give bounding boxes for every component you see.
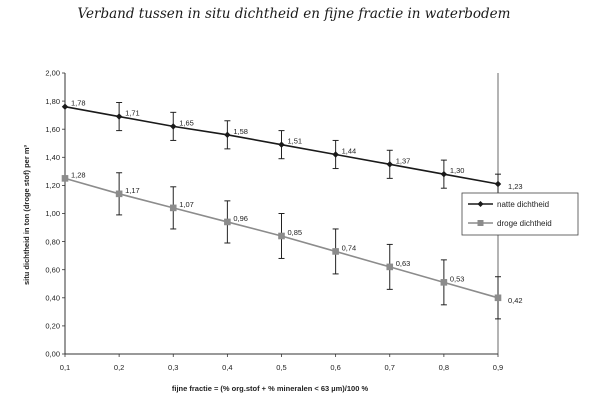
legend-label: droge dichtheid xyxy=(497,219,552,228)
data-point xyxy=(224,131,231,139)
y-tick-label: 0,80 xyxy=(45,237,60,246)
data-label: 1,71 xyxy=(125,109,140,118)
data-label: 1,44 xyxy=(342,146,357,155)
y-tick-label: 0,00 xyxy=(45,350,60,359)
data-point xyxy=(278,141,285,148)
data-point xyxy=(224,218,231,226)
y-axis-label: situ dichtheid in ton (droge stof) per m… xyxy=(22,145,31,285)
x-tick-label: 0,1 xyxy=(60,363,70,372)
data-point xyxy=(440,279,448,286)
y-tick-label: 2,00 xyxy=(45,69,60,78)
data-label: 0,96 xyxy=(233,214,248,223)
data-label: 1,51 xyxy=(288,137,303,146)
data-label: 1,78 xyxy=(71,99,86,108)
x-tick-label: 0,8 xyxy=(439,363,449,372)
legend-box xyxy=(461,192,579,236)
data-point xyxy=(61,103,69,110)
y-tick-label: 0,20 xyxy=(45,322,60,331)
data-label: 1,58 xyxy=(233,127,248,136)
y-tick-label: 1,00 xyxy=(45,209,60,218)
data-label: 1,23 xyxy=(508,182,523,191)
legend-label: natte dichtheid xyxy=(497,200,549,209)
axes: 0,00 0,20 0,40 0,60 0,80 1,00 1,20 1,40 1,60 1,80… xyxy=(45,69,503,372)
y-tick-label: 1,40 xyxy=(45,153,60,162)
legend: natte dichtheid droge dichtheid xyxy=(461,192,579,236)
x-tick-label: 0,4 xyxy=(222,363,232,372)
data-point xyxy=(169,204,177,212)
data-point xyxy=(386,263,394,271)
data-label: 1,07 xyxy=(179,200,194,209)
x-tick-label: 0,3 xyxy=(168,363,178,372)
series-natte-dichtheid: 1,78 1,71 1,65 1,58 1,51 1,44 1,37 1,30 1,23 xyxy=(61,99,523,195)
y-tick-label: 1,20 xyxy=(45,181,60,190)
series-layer: 1,781,711,651,581,511,441,371,301,231,28… xyxy=(61,99,523,320)
data-point xyxy=(170,123,177,130)
x-axis-label: fijne fractie = (% org.stof + % minerale… xyxy=(172,384,369,393)
x-tick-label: 0,6 xyxy=(330,363,340,372)
data-label: 1,28 xyxy=(71,170,86,179)
x-tick-label: 0,9 xyxy=(493,363,503,372)
data-label: 0,53 xyxy=(450,274,465,283)
data-point xyxy=(115,113,123,120)
series-droge-dichtheid: 1,28 1,17 1,07 0,96 0,85 0,74 0,63 0,53 0,42 xyxy=(61,170,523,320)
x-tick-label: 0,5 xyxy=(276,363,286,372)
data-point xyxy=(332,248,339,255)
y-tick-label: 0,40 xyxy=(45,294,60,303)
y-tick-label: 1,60 xyxy=(45,125,60,134)
data-label: 1,65 xyxy=(179,118,194,127)
data-point xyxy=(332,151,339,158)
data-point xyxy=(494,294,502,302)
data-point xyxy=(440,170,448,178)
data-label: 1,37 xyxy=(396,156,411,165)
data-point xyxy=(61,175,69,182)
data-label: 1,30 xyxy=(450,166,465,175)
data-point xyxy=(386,161,393,168)
data-point xyxy=(115,190,123,198)
data-label: 0,42 xyxy=(508,296,523,305)
data-label: 1,17 xyxy=(125,186,140,195)
y-tick-label: 1,80 xyxy=(45,97,60,106)
data-label: 0,74 xyxy=(342,243,357,252)
legend-marker xyxy=(477,220,484,226)
data-label: 0,85 xyxy=(288,228,303,237)
data-label: 0,63 xyxy=(396,259,411,268)
data-point xyxy=(494,180,502,188)
y-tick-label: 0,60 xyxy=(45,265,60,274)
chart-title: Verband tussen in situ dichtheid en fijn… xyxy=(78,6,511,22)
legend-marker xyxy=(477,201,484,207)
x-tick-label: 0,7 xyxy=(385,363,395,372)
x-tick-label: 0,2 xyxy=(114,363,124,372)
data-point xyxy=(278,232,285,240)
